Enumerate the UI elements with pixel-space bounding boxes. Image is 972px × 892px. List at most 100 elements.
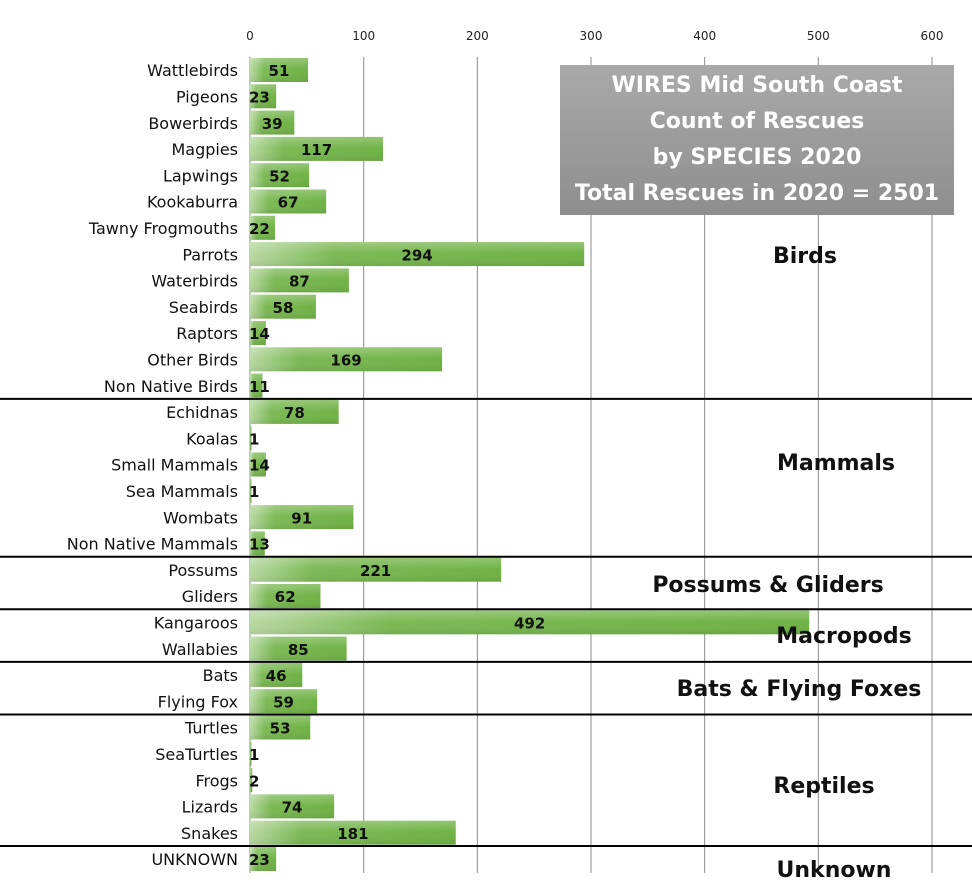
bar-shading: [250, 794, 335, 819]
value-label: 85: [288, 641, 309, 659]
value-label: 52: [269, 167, 290, 185]
value-label: 67: [278, 194, 299, 212]
bar-shading: [250, 452, 266, 477]
category-label: Turtles: [184, 719, 238, 738]
category-label: Sea Mammals: [126, 482, 238, 501]
category-label: Kookaburra: [147, 193, 238, 212]
bar-shading: [250, 426, 252, 451]
category-label: Flying Fox: [158, 692, 238, 711]
category-label: Kangaroos: [154, 613, 238, 632]
category-label: Lizards: [182, 798, 238, 817]
category-label: Snakes: [181, 824, 238, 843]
group-label: Possums & Gliders: [652, 573, 883, 598]
bar-shading: [250, 847, 277, 871]
bar-shading: [250, 478, 252, 503]
value-label: 294: [401, 246, 432, 264]
group-labels: Birds Mammals Possums & Gliders Macropods Ba…: [652, 244, 921, 883]
value-label: 59: [273, 693, 294, 711]
category-label: SeaTurtles: [155, 745, 238, 764]
bar-shading: [250, 189, 327, 214]
category-label: Raptors: [176, 324, 238, 343]
group-label: Macropods: [776, 624, 911, 649]
category-label: Magpies: [171, 140, 238, 159]
value-label: 11: [249, 378, 270, 396]
bar-shading: [250, 110, 295, 135]
category-label: Waterbirds: [151, 272, 238, 291]
value-label: 78: [284, 404, 305, 422]
bar-shading: [250, 373, 263, 398]
title-line-2: Count of Rescues: [649, 109, 865, 134]
title-line-1: WIRES Mid South Coast: [611, 73, 903, 98]
group-label: Bats & Flying Foxes: [677, 677, 922, 702]
category-label: Koalas: [186, 429, 238, 448]
bar-shading: [250, 531, 265, 556]
bar-shading: [250, 294, 316, 319]
group-label: Unknown: [777, 858, 892, 883]
x-tick-label: 600: [921, 29, 944, 43]
bar-shading: [250, 268, 349, 293]
title-line-3: by SPECIES 2020: [652, 145, 862, 170]
category-label: Frogs: [195, 771, 238, 790]
bar-shading: [250, 689, 318, 714]
category-label: Echidnas: [166, 403, 238, 422]
category-label: Wattlebirds: [147, 61, 238, 80]
x-tick-label: 0: [246, 29, 254, 43]
x-tick-label: 200: [466, 29, 489, 43]
value-label: 14: [249, 457, 270, 475]
bar-shading: [250, 242, 585, 267]
value-label: 58: [273, 299, 294, 317]
bar-shading: [250, 58, 308, 82]
x-tick-label: 300: [580, 29, 603, 43]
bar-shading: [250, 136, 383, 161]
value-label: 46: [266, 667, 287, 685]
bar-shading: [250, 399, 339, 424]
bar-shading: [250, 347, 443, 372]
bars: [250, 58, 810, 871]
bar-shading: [250, 768, 253, 793]
value-label: 2: [249, 772, 259, 790]
bar-shading: [250, 584, 321, 608]
category-label: Pigeons: [176, 87, 238, 106]
category-label: Small Mammals: [111, 456, 238, 475]
category-label: Possums: [168, 561, 238, 580]
value-label: 62: [275, 588, 296, 606]
value-label: 13: [249, 536, 270, 554]
value-label: 91: [291, 509, 312, 527]
category-label: Wallabies: [162, 640, 238, 659]
value-label: 169: [330, 351, 361, 369]
bar-shading: [250, 636, 347, 661]
value-label: 39: [262, 115, 283, 133]
bar-shading: [250, 163, 310, 188]
category-label: Wombats: [163, 508, 238, 527]
value-label: 117: [301, 141, 332, 159]
category-label: Parrots: [182, 245, 238, 264]
value-label: 1: [249, 430, 259, 448]
value-label: 1: [249, 746, 259, 764]
category-label: Bats: [203, 666, 238, 685]
bar-shading: [250, 321, 266, 345]
value-label: 221: [360, 562, 391, 580]
value-label: 87: [289, 273, 310, 291]
value-label: 14: [249, 325, 270, 343]
bar-shading: [250, 610, 810, 635]
chart-title-box: WIRES Mid South Coast Count of Rescues b…: [560, 65, 954, 215]
bar-shading: [250, 505, 354, 530]
value-label: 53: [270, 720, 291, 738]
category-label: Other Birds: [147, 350, 238, 369]
category-label: Non Native Mammals: [67, 535, 238, 554]
category-label: Tawny Frogmouths: [88, 219, 238, 238]
bar-shading: [250, 741, 252, 766]
bar-shading: [250, 557, 502, 582]
value-label: 51: [269, 62, 290, 80]
value-label: 492: [514, 614, 545, 632]
value-label: 23: [249, 851, 270, 869]
category-label: Lapwings: [163, 166, 238, 185]
category-labels: Wattlebirds Pigeons Bowerbirds Magpies Lapwi…: [67, 61, 238, 869]
title-line-4: Total Rescues in 2020 = 2501: [574, 181, 940, 206]
value-label: 22: [249, 220, 270, 238]
bar-shading: [250, 215, 276, 240]
category-label: Bowerbirds: [148, 114, 238, 133]
x-tick-label: 100: [352, 29, 375, 43]
group-label: Reptiles: [773, 774, 874, 799]
